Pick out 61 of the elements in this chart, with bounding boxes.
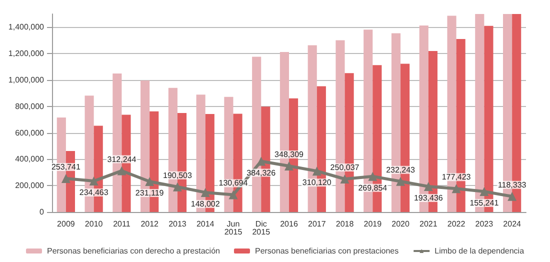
point: [172, 182, 182, 192]
x-tick-label: 2020: [392, 220, 410, 228]
data-label: 234,463: [79, 188, 109, 198]
x-tick-label: 2016: [280, 220, 298, 228]
data-label: 118,333: [498, 180, 527, 190]
data-label: 310,120: [302, 178, 332, 188]
x-tick-label: 2024: [503, 220, 522, 228]
point: [61, 174, 70, 184]
x-tick-label: Jun 2015: [224, 220, 243, 236]
data-label: 384,326: [246, 168, 276, 178]
x-tick-label: 2023: [475, 220, 494, 228]
point: [368, 172, 378, 181]
legend-label: Personas beneficiarias con derecho a prestación: [46, 246, 220, 256]
point: [508, 192, 517, 201]
data-label: 253,741: [51, 162, 81, 172]
point: [117, 166, 126, 176]
x-tick-label: 2010: [84, 220, 104, 228]
point: [312, 166, 322, 176]
point: [145, 176, 154, 186]
data-label: 250,037: [330, 162, 360, 172]
data-label: 155,241: [470, 198, 500, 208]
x-tick-label: 2017: [308, 220, 326, 228]
x-tick-label: 2011: [113, 220, 131, 228]
x-tick-label: 2022: [447, 220, 466, 228]
point: [340, 174, 350, 184]
x-tick-label: 2013: [168, 220, 187, 228]
data-label: 130,694: [218, 178, 248, 188]
point: [228, 190, 238, 200]
point: [396, 176, 406, 186]
y-tick-label: 0: [40, 208, 45, 216]
y-tick-label: 800,000: [15, 102, 45, 111]
point: [89, 176, 98, 186]
x-tick-label: 2019: [364, 220, 382, 228]
data-label: 148,002: [190, 199, 220, 208]
legend-label: Limbo de la dependencia: [434, 246, 525, 256]
x-tick-label: 2014: [196, 220, 215, 228]
x-tick-label: 2018: [336, 220, 354, 228]
point: [452, 184, 461, 194]
point: [424, 182, 433, 191]
data-label: 269,854: [358, 183, 388, 192]
data-label: 190,503: [163, 170, 192, 180]
y-tick-label: 400,000: [15, 154, 45, 164]
data-label: 231,119: [135, 188, 164, 198]
data-label: 348,309: [274, 150, 304, 160]
legend-label: Personas beneficiarias con prestaciones: [254, 246, 399, 256]
y-tick-label: 1,000,000: [8, 76, 45, 84]
x-tick-label: 2012: [140, 220, 160, 228]
data-label: 193,436: [414, 193, 444, 202]
x-tick-label: Dic 2015: [252, 220, 271, 236]
y-tick-label: 1,200,000: [8, 49, 45, 58]
y-tick-label: 600,000: [15, 128, 45, 138]
point: [200, 188, 210, 197]
point: [480, 187, 489, 196]
data-label: 312,244: [107, 154, 137, 164]
data-label: 232,243: [386, 165, 416, 174]
data-label: 177,423: [442, 172, 472, 182]
x-tick-label: 2021: [420, 220, 438, 228]
point: [284, 162, 294, 171]
y-tick-label: 1,400,000: [8, 22, 45, 32]
x-tick-label: 2009: [57, 220, 76, 228]
y-tick-label: 200,000: [15, 181, 45, 190]
